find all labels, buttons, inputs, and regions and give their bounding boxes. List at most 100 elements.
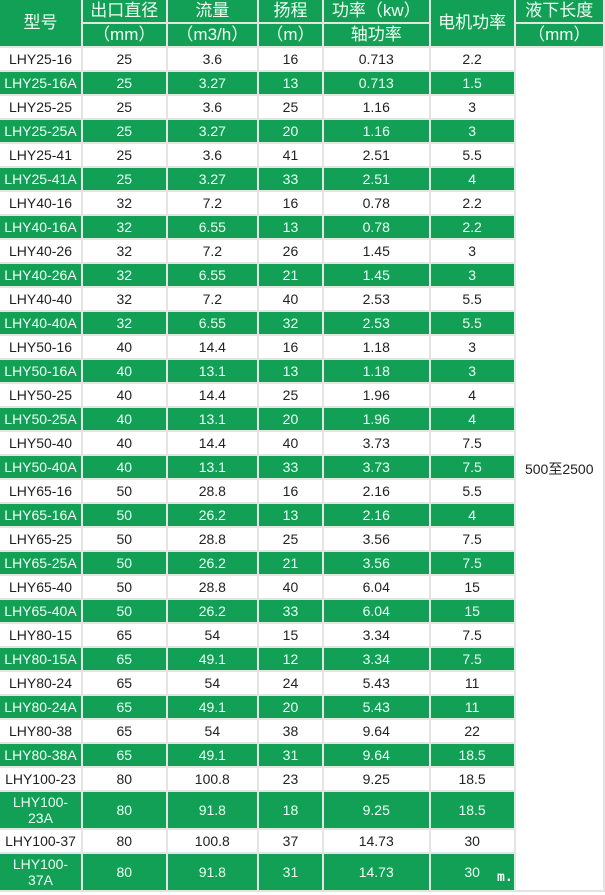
cell-flow: 3.6: [167, 96, 258, 118]
header-outlet-unit: （mm）: [82, 24, 166, 46]
cell-head: 20: [259, 408, 322, 430]
cell-motor-power: 11: [430, 696, 514, 718]
table-row: LHY65-40A 50 26.2 33 6.04 15: [0, 600, 603, 622]
cell-flow: 91.8: [167, 792, 258, 828]
table-row: LHY25-25A 25 3.27 20 1.16 3: [0, 120, 603, 142]
cell-motor-power: 3: [430, 96, 514, 118]
cell-head: 16: [259, 480, 322, 502]
cell-model: LHY100-23A: [0, 792, 81, 828]
cell-model: LHY25-16: [0, 48, 81, 70]
table-row: LHY100-23 80 100.8 23 9.25 18.5: [0, 768, 603, 790]
cell-flow: 3.6: [167, 48, 258, 70]
header-model: 型号: [0, 0, 81, 46]
cell-head: 33: [259, 168, 322, 190]
cell-flow: 54: [167, 624, 258, 646]
header-head-unit: （m）: [259, 24, 322, 46]
cell-motor-power: 18.5: [430, 792, 514, 828]
cell-model: LHY25-25: [0, 96, 81, 118]
cell-flow: 3.6: [167, 144, 258, 166]
cell-motor-power: 15: [430, 576, 514, 598]
cell-head: 13: [259, 504, 322, 526]
table-row: LHY65-16A 50 26.2 13 2.16 4: [0, 504, 603, 526]
cell-head: 32: [259, 312, 322, 334]
cell-model: LHY40-26A: [0, 264, 81, 286]
cell-shaft-power: 0.78: [323, 192, 429, 214]
table-row: LHY50-40A 40 13.1 33 3.73 7.5: [0, 456, 603, 478]
cell-model: LHY65-25A: [0, 552, 81, 574]
table-row: LHY100-23A 80 91.8 18 9.25 18.5: [0, 792, 603, 828]
cell-motor-power: 4: [430, 408, 514, 430]
table-row: LHY80-38A 65 49.1 31 9.64 18.5: [0, 744, 603, 766]
cell-flow: 7.2: [167, 192, 258, 214]
header-motor: 电机功率: [430, 0, 514, 46]
cell-flow: 49.1: [167, 696, 258, 718]
cell-shaft-power: 3.56: [323, 552, 429, 574]
cell-head: 16: [259, 48, 322, 70]
cell-head: 24: [259, 672, 322, 694]
table-row: LHY25-41 25 3.6 41 2.51 5.5: [0, 144, 603, 166]
cell-motor-power: 7.5: [430, 624, 514, 646]
cell-motor-power: 7.5: [430, 432, 514, 454]
cell-model: LHY65-16A: [0, 504, 81, 526]
cell-shaft-power: 0.713: [323, 72, 429, 94]
header-head: 扬程: [259, 0, 322, 22]
cell-shaft-power: 1.16: [323, 96, 429, 118]
cell-motor-power: 7.5: [430, 648, 514, 670]
cell-outlet: 25: [82, 72, 166, 94]
cell-motor-power: 7.5: [430, 456, 514, 478]
cell-head: 40: [259, 576, 322, 598]
cell-shaft-power: 0.78: [323, 216, 429, 238]
cell-motor-power: 3: [430, 264, 514, 286]
cell-shaft-power: 9.25: [323, 792, 429, 828]
header-flow-unit: （m3/h）: [167, 24, 258, 46]
cell-model: LHY100-37A: [0, 854, 81, 890]
header-unit-row: （mm） （m3/h） （m） 轴功率 （mm）: [0, 24, 603, 46]
cell-outlet: 40: [82, 360, 166, 382]
cell-outlet: 32: [82, 216, 166, 238]
table-row: LHY40-16A 32 6.55 13 0.78 2.2: [0, 216, 603, 238]
table-row: LHY65-16 50 28.8 16 2.16 5.5: [0, 480, 603, 502]
cell-head: 40: [259, 288, 322, 310]
cell-shaft-power: 9.64: [323, 720, 429, 742]
cell-head: 12: [259, 648, 322, 670]
cell-motor-power: 7.5: [430, 552, 514, 574]
header-outlet: 出口直径: [82, 0, 166, 22]
cell-motor-power: 5.5: [430, 144, 514, 166]
header-shaft-power: 轴功率: [323, 24, 429, 46]
cell-shaft-power: 3.34: [323, 648, 429, 670]
cell-model: LHY80-38A: [0, 744, 81, 766]
cell-motor-power: 3: [430, 240, 514, 262]
cell-flow: 14.4: [167, 432, 258, 454]
cell-outlet: 32: [82, 312, 166, 334]
cell-flow: 3.27: [167, 168, 258, 190]
cell-shaft-power: 2.51: [323, 168, 429, 190]
cell-outlet: 50: [82, 504, 166, 526]
cell-shaft-power: 2.16: [323, 480, 429, 502]
cell-shaft-power: 5.43: [323, 672, 429, 694]
cell-head: 21: [259, 264, 322, 286]
cell-model: LHY40-26: [0, 240, 81, 262]
cell-model: LHY100-37: [0, 830, 81, 852]
cell-model: LHY65-40A: [0, 600, 81, 622]
cell-flow: 26.2: [167, 600, 258, 622]
cell-head: 16: [259, 336, 322, 358]
cell-model: LHY40-40A: [0, 312, 81, 334]
cell-head: 31: [259, 854, 322, 890]
cell-shaft-power: 2.51: [323, 144, 429, 166]
cell-model: LHY50-16A: [0, 360, 81, 382]
cell-flow: 6.55: [167, 264, 258, 286]
cell-outlet: 50: [82, 576, 166, 598]
cell-flow: 49.1: [167, 744, 258, 766]
cell-head: 38: [259, 720, 322, 742]
cell-shaft-power: 1.45: [323, 264, 429, 286]
cell-model: LHY65-40: [0, 576, 81, 598]
cell-outlet: 65: [82, 744, 166, 766]
cell-motor-power: 3: [430, 360, 514, 382]
cell-shaft-power: 1.45: [323, 240, 429, 262]
cell-outlet: 25: [82, 144, 166, 166]
cell-shaft-power: 0.713: [323, 48, 429, 70]
cell-model: LHY25-41A: [0, 168, 81, 190]
cell-shaft-power: 1.18: [323, 336, 429, 358]
cell-flow: 100.8: [167, 830, 258, 852]
table-row: LHY40-26 32 7.2 26 1.45 3: [0, 240, 603, 262]
